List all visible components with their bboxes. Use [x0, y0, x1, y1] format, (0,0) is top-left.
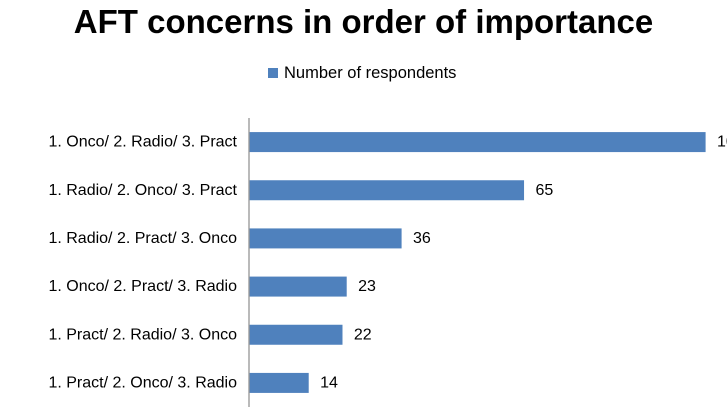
data-label: 108	[717, 134, 727, 151]
bars-group	[249, 132, 706, 393]
bar	[249, 132, 706, 153]
category-label: 1. Pract/ 2. Onco/ 3. Radio	[48, 374, 237, 391]
legend-swatch	[268, 68, 278, 78]
bar	[249, 276, 347, 297]
data-label: 22	[354, 326, 372, 343]
bar	[249, 372, 309, 393]
bar	[249, 180, 525, 201]
legend-label: Number of respondents	[284, 63, 457, 82]
chart-title: AFT concerns in order of importance	[73, 3, 654, 40]
data-label: 23	[358, 278, 376, 295]
data-label: 36	[413, 230, 431, 247]
category-label: 1. Pract/ 2. Radio/ 3. Onco	[48, 326, 237, 343]
bar	[249, 228, 402, 249]
legend: Number of respondents	[268, 62, 456, 84]
category-label: 1. Radio/ 2. Pract/ 3. Onco	[48, 230, 237, 247]
category-label: 1. Radio/ 2. Onco/ 3. Pract	[48, 182, 237, 199]
category-labels-group: 1. Onco/ 2. Radio/ 3. Pract 1. Radio/ 2. …	[48, 134, 237, 392]
category-label: 1. Onco/ 2. Pract/ 3. Radio	[48, 278, 237, 295]
data-label: 65	[535, 182, 553, 199]
data-label: 14	[320, 374, 338, 391]
category-label: 1. Onco/ 2. Radio/ 3. Pract	[48, 134, 237, 151]
bar	[249, 324, 343, 345]
value-labels-group: 108 65 36 23 22 14	[320, 134, 727, 392]
